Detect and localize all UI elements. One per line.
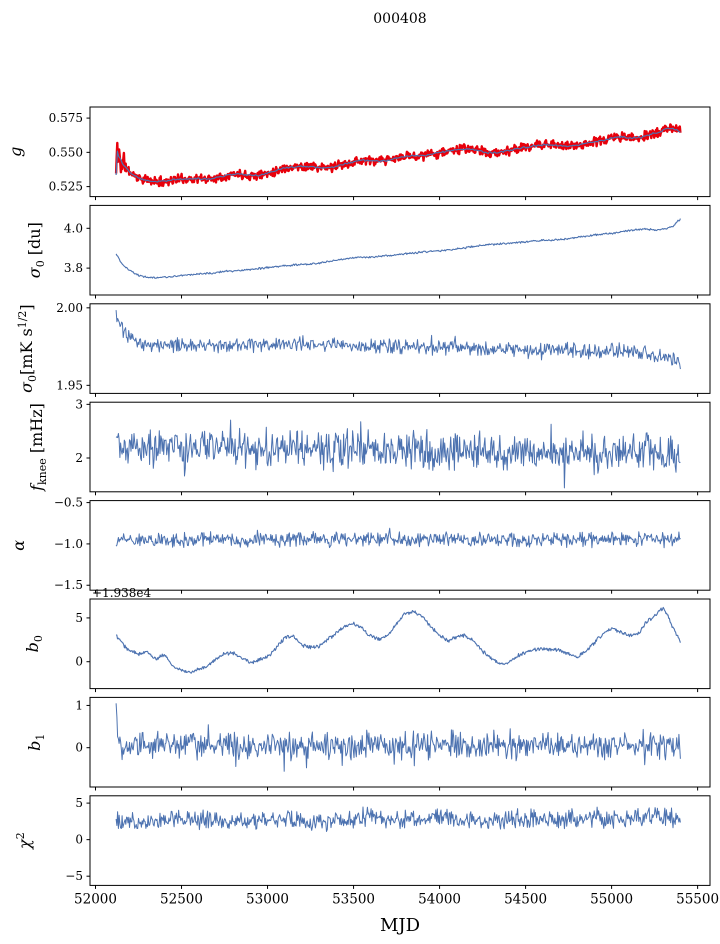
- panel-frame-chi2: [89, 795, 711, 886]
- g-smoothed: [115, 127, 681, 183]
- b0-line: [116, 606, 681, 674]
- panel-sigma0-du: 3.8 4.0 σ0 [du]: [25, 204, 711, 299]
- panel-chi2: −5 0 5 52000 52500 53000 53500 54000 54500 55000 5…: [14, 795, 719, 907]
- g-raw: [114, 123, 682, 188]
- panels-group: 0.525 0.550 0.575 g 3.8 4.0 σ0 [du] 1.95 2.00 σ0[…: [6, 106, 719, 907]
- y-tick-label: 2.00: [56, 301, 83, 315]
- panel-frame-fknee: [89, 401, 711, 493]
- y-tick-label: 5: [75, 796, 83, 810]
- y-tick-label: 3: [75, 397, 83, 411]
- panel-frame-b1: [89, 696, 711, 788]
- alpha-line: [115, 527, 681, 549]
- panel-fknee: 2 3 fknee [mHz]: [27, 397, 711, 496]
- panel-g: 0.525 0.550 0.575 g: [6, 106, 711, 201]
- panel-frame-g: [89, 106, 711, 198]
- fknee-line: [115, 419, 681, 489]
- y-axis-label-b1: b1: [25, 734, 47, 751]
- y-tick-label: 0: [75, 741, 83, 755]
- y-offset-text: +1.938e4: [92, 586, 152, 600]
- x-tick-label: 53000: [246, 891, 289, 907]
- y-tick-label: 4.0: [64, 221, 83, 235]
- panel-frame-sigma0-du: [89, 204, 711, 296]
- sigma0-mks-line: [115, 310, 681, 370]
- x-axis-label: MJD: [380, 915, 420, 936]
- figure-title: 000408: [373, 11, 426, 27]
- y-tick-label: −1.0: [54, 537, 83, 551]
- x-tick-label: 52000: [74, 891, 117, 907]
- x-tick-label: 54000: [418, 891, 461, 907]
- y-tick-label: 0: [75, 655, 83, 669]
- panel-frame-b0: [89, 598, 711, 690]
- y-tick-label: 0.575: [49, 111, 83, 125]
- y-axis-label-g: g: [6, 147, 25, 157]
- x-tick-label: 52500: [160, 891, 203, 907]
- y-axis-label-fknee: fknee [mHz]: [27, 403, 49, 492]
- y-tick-label: 0.550: [49, 145, 83, 159]
- panel-frame-sigma0-mks: [89, 303, 711, 394]
- y-tick-label: −1.5: [54, 578, 83, 592]
- y-tick-label: 0: [75, 833, 83, 847]
- x-tick-label: 55000: [590, 891, 633, 907]
- panel-sigma0-mks: 1.95 2.00 σ0[mK s1/2]: [16, 301, 711, 397]
- y-tick-label: 3.8: [64, 261, 83, 275]
- chi2-line: [115, 806, 681, 832]
- sigma0-du-line: [115, 218, 681, 279]
- b1-line: [115, 703, 681, 772]
- y-axis-label-alpha: α: [9, 540, 28, 551]
- y-tick-label: 1.95: [56, 378, 83, 392]
- y-axis-label-sigma0-du: σ0 [du]: [25, 222, 47, 278]
- y-tick-label: 0.525: [49, 180, 83, 194]
- y-tick-label: 2: [75, 451, 83, 465]
- panel-b1: 0 1 b1: [25, 696, 711, 791]
- x-tick-label: 53500: [332, 891, 375, 907]
- y-tick-label: −0.5: [54, 496, 83, 510]
- y-axis-label-chi2: χ2: [14, 832, 34, 850]
- panel-alpha: −1.5 −1.0 −0.5 α: [9, 496, 711, 594]
- y-tick-label: 5: [75, 611, 83, 625]
- x-tick-label: 54500: [504, 891, 547, 907]
- y-tick-label: 1: [75, 698, 83, 712]
- panel-frame-alpha: [89, 500, 711, 591]
- panel-b0: 0 5 b0 +1.938e4: [23, 586, 711, 693]
- y-tick-label: −5: [65, 869, 83, 883]
- y-axis-label-b0: b0: [23, 635, 45, 652]
- y-axis-label-sigma0-mks: σ0[mK s1/2]: [16, 304, 39, 393]
- x-tick-label: 55500: [676, 891, 719, 907]
